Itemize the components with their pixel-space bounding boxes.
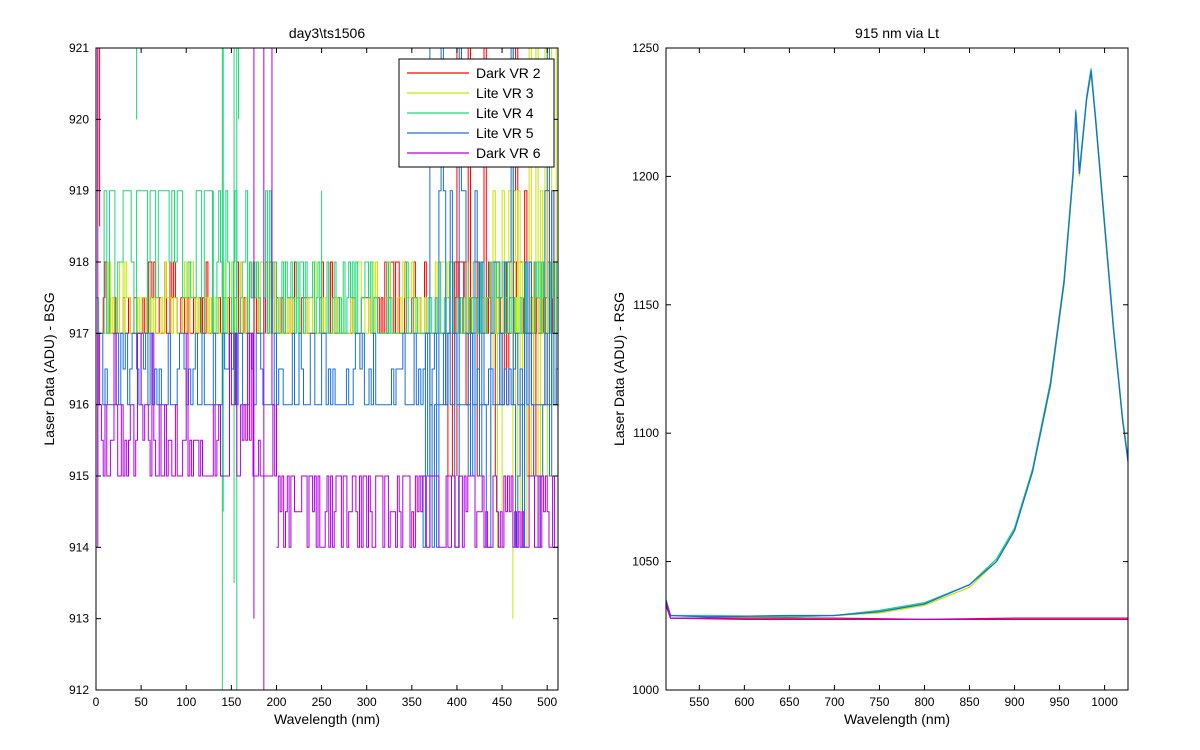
right-chart-panel: 550 600 650 700 750 800 850 900 950 1000 1000 1050 1…: [611, 25, 1129, 727]
series-line-lite-vr-5: [666, 70, 1128, 618]
y-tick-label: 1050: [632, 555, 659, 569]
x-tick-label: 250: [312, 695, 332, 709]
left-chart-title: day3\ts1506: [289, 25, 365, 41]
x-tick-label: 450: [492, 695, 512, 709]
y-tick-label: 917: [69, 326, 89, 340]
y-tick-label: 1100: [633, 426, 659, 440]
y-tick-label: 1250: [632, 41, 659, 55]
y-tick-label: 918: [69, 255, 89, 269]
series-trace-dark-vr-6-0: [96, 332, 277, 477]
y-tick-label: 1150: [633, 298, 659, 312]
x-tick-label: 1000: [1091, 695, 1118, 709]
x-tick-label: 800: [914, 695, 934, 709]
y-tick-label: 919: [69, 184, 89, 198]
right-plot-area: [666, 48, 1128, 690]
x-tick-label: 50: [134, 695, 148, 709]
x-tick-label: 0: [93, 695, 100, 709]
left-y-axis-label: Laser Data (ADU) - BSG: [41, 292, 57, 445]
right-chart-title: 915 nm via Lt: [855, 25, 939, 41]
right-y-axis-label: Laser Data (ADU) - RSG: [611, 292, 627, 446]
x-tick-label: 200: [266, 695, 286, 709]
legend-label: Lite VR 5: [476, 125, 534, 141]
legend: Dark VR 2 Lite VR 3 Lite VR 4 Lite VR 5 Dark…: [398, 58, 555, 168]
x-tick-label: 100: [176, 695, 196, 709]
x-tick-label: 600: [734, 695, 754, 709]
legend-label: Lite VR 3: [476, 85, 534, 101]
series-trace-lite-vr-5-0: [96, 332, 558, 406]
left-ticks: 0 50 100 150 200 250 300 350 400 450 500 912 913 914 9…: [69, 41, 558, 709]
series-trace-lite-vr-4-0: [96, 190, 214, 334]
x-tick-label: 400: [447, 695, 467, 709]
y-tick-label: 920: [69, 112, 89, 126]
x-tick-label: 300: [357, 695, 377, 709]
left-chart-panel: 0 50 100 150 200 250 300 350 400 450 500 912 913 914 9…: [41, 25, 559, 727]
series-line-dark-vr-6: [666, 602, 1128, 621]
x-tick-label: 850: [959, 695, 979, 709]
x-tick-label: 900: [1005, 695, 1025, 709]
series-trace-lite-vr-4-1: [213, 190, 323, 334]
y-tick-label: 913: [69, 612, 89, 626]
x-tick-label: 150: [221, 695, 241, 709]
y-tick-label: 1000: [632, 683, 659, 697]
right-axes-box: [665, 47, 1129, 691]
series-trace-lite-vr-4-2: [321, 261, 558, 334]
legend-label: Dark VR 6: [476, 145, 541, 161]
y-tick-label: 914: [69, 540, 89, 554]
y-tick-label: 912: [69, 683, 89, 697]
right-ticks: 550 600 650 700 750 800 850 900 950 1000 1000 1050 1…: [632, 41, 1128, 709]
left-x-axis-label: Wavelength (nm): [274, 711, 380, 727]
legend-label: Dark VR 2: [476, 65, 541, 81]
x-tick-label: 550: [689, 695, 709, 709]
y-tick-label: 1200: [632, 169, 659, 183]
x-tick-label: 950: [1050, 695, 1070, 709]
right-x-axis-label: Wavelength (nm): [844, 711, 950, 727]
y-tick-label: 915: [69, 469, 89, 483]
y-tick-label: 921: [69, 41, 89, 55]
x-tick-label: 750: [869, 695, 889, 709]
legend-label: Lite VR 4: [476, 105, 534, 121]
x-tick-label: 350: [402, 695, 422, 709]
x-tick-label: 650: [779, 695, 799, 709]
left-series-group: [96, 48, 558, 690]
x-tick-label: 500: [537, 695, 557, 709]
y-tick-label: 916: [69, 398, 89, 412]
series-trace-dark-vr-6-1: [276, 475, 558, 548]
x-tick-label: 700: [824, 695, 844, 709]
left-axes-box: [95, 47, 559, 691]
right-series-group: [666, 68, 1128, 621]
